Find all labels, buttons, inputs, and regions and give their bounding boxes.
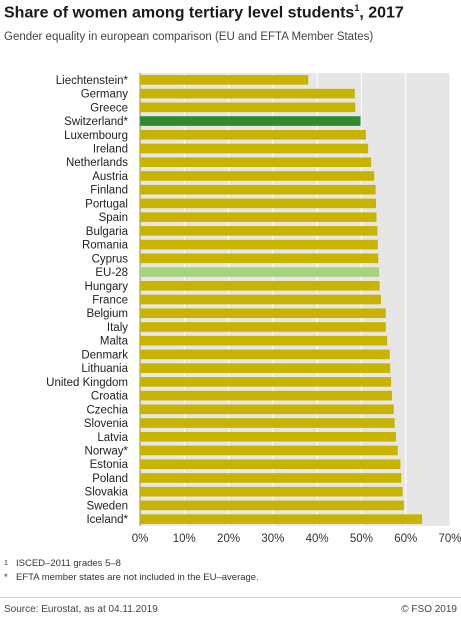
category-label: Iceland* <box>86 514 128 526</box>
bar <box>140 267 380 277</box>
x-tick-label: 70% <box>438 533 461 545</box>
category-label: EU-28 <box>95 267 128 279</box>
bar <box>140 445 398 456</box>
bar <box>140 404 394 415</box>
category-label: Slovenia <box>84 418 129 430</box>
category-label: Latvia <box>97 432 128 444</box>
bar <box>140 75 309 85</box>
category-label: Liechtenstein* <box>56 75 129 87</box>
category-label: United Kingdom <box>46 377 128 389</box>
bar <box>140 363 391 373</box>
bar <box>140 226 378 236</box>
bar <box>140 198 377 209</box>
category-label: Bulgaria <box>86 226 129 238</box>
category-label: Germany <box>81 89 129 101</box>
x-tick-label: 50% <box>350 533 373 545</box>
x-tick-labels: 0% 10% 20% 30% 40% 50% 60% 70% <box>132 533 461 545</box>
bar <box>140 335 388 346</box>
category-label: Luxembourg <box>64 130 128 142</box>
chart-title-text: Share of women among tertiary level stud… <box>4 4 355 22</box>
bar <box>140 184 376 195</box>
category-label: Netherlands <box>66 157 128 169</box>
bar <box>140 390 392 401</box>
category-label: Italy <box>107 322 128 334</box>
category-label: Belgium <box>86 308 128 320</box>
bars <box>140 75 423 524</box>
copyright-text: © FSO 2019 <box>401 604 457 615</box>
x-tick-label: 30% <box>261 533 284 545</box>
bar <box>140 239 378 250</box>
category-label: France <box>92 295 128 307</box>
bar <box>140 102 356 113</box>
bar <box>140 294 381 305</box>
chart-title-suffix: , 2017 <box>359 4 404 22</box>
category-label: Denmark <box>81 349 128 361</box>
footnote-text: ISCED–2011 grades 5–8 <box>16 558 121 569</box>
bar <box>140 349 390 360</box>
bar <box>140 308 386 319</box>
footnote-2: * EFTA member states are not included in … <box>4 571 259 585</box>
category-label: Portugal <box>85 198 128 210</box>
category-label: Hungary <box>85 281 129 293</box>
category-label: Slovakia <box>85 487 129 499</box>
footnotes: 1 ISCED–2011 grades 5–8 * EFTA member stat… <box>4 557 259 585</box>
category-label: Cyprus <box>92 253 129 265</box>
chart-subtitle: Gender equality in european comparison (… <box>4 31 374 43</box>
category-label: Austria <box>92 171 128 183</box>
category-label: Estonia <box>90 459 129 471</box>
x-tick-label: 0% <box>132 533 149 545</box>
category-label: Poland <box>92 473 128 485</box>
bar <box>140 514 423 524</box>
bar <box>140 431 396 442</box>
title-footnote-mark: 1 <box>354 3 360 13</box>
category-label: Sweden <box>86 500 128 512</box>
x-tick-label: 20% <box>217 533 240 545</box>
category-label: Greece <box>90 102 128 114</box>
bar <box>140 116 361 126</box>
bar <box>140 322 386 332</box>
category-label: Lithuania <box>81 363 128 375</box>
chart-title: Share of women among tertiary level stud… <box>4 3 404 22</box>
category-label: Norway* <box>85 446 129 458</box>
x-tick-label: 10% <box>173 533 196 545</box>
source-text: Source: Eurostat, as at 04.11.2019 <box>4 604 158 615</box>
footnote-mark: 1 <box>4 560 8 567</box>
bar <box>140 418 395 428</box>
bar <box>140 88 355 99</box>
bar <box>140 253 379 264</box>
category-label: Ireland <box>93 144 128 156</box>
footnote-1: 1 ISCED–2011 grades 5–8 <box>4 557 259 571</box>
category-label: Finland <box>90 185 128 197</box>
bar <box>140 500 404 511</box>
bar <box>140 129 366 140</box>
footer-divider <box>0 597 461 598</box>
x-tick-label: 60% <box>394 533 417 545</box>
footer: Source: Eurostat, as at 04.11.2019 © FSO… <box>4 604 457 615</box>
category-label: Czechia <box>86 404 128 416</box>
bar <box>140 473 402 483</box>
bar <box>140 486 403 497</box>
bar <box>140 459 401 470</box>
category-label: Spain <box>99 212 128 224</box>
bar <box>140 143 369 154</box>
footnote-mark: * <box>4 572 8 583</box>
x-tick-label: 40% <box>306 533 329 545</box>
footnote-text: EFTA member states are not included in t… <box>16 572 259 583</box>
bar <box>140 377 392 387</box>
bar <box>140 280 380 291</box>
category-label: Romania <box>82 240 129 252</box>
bar <box>140 157 372 168</box>
bar <box>140 171 375 181</box>
category-label: Malta <box>100 336 129 348</box>
category-label: Croatia <box>91 391 129 403</box>
bar <box>140 212 377 222</box>
category-label: Switzerland* <box>64 116 128 128</box>
